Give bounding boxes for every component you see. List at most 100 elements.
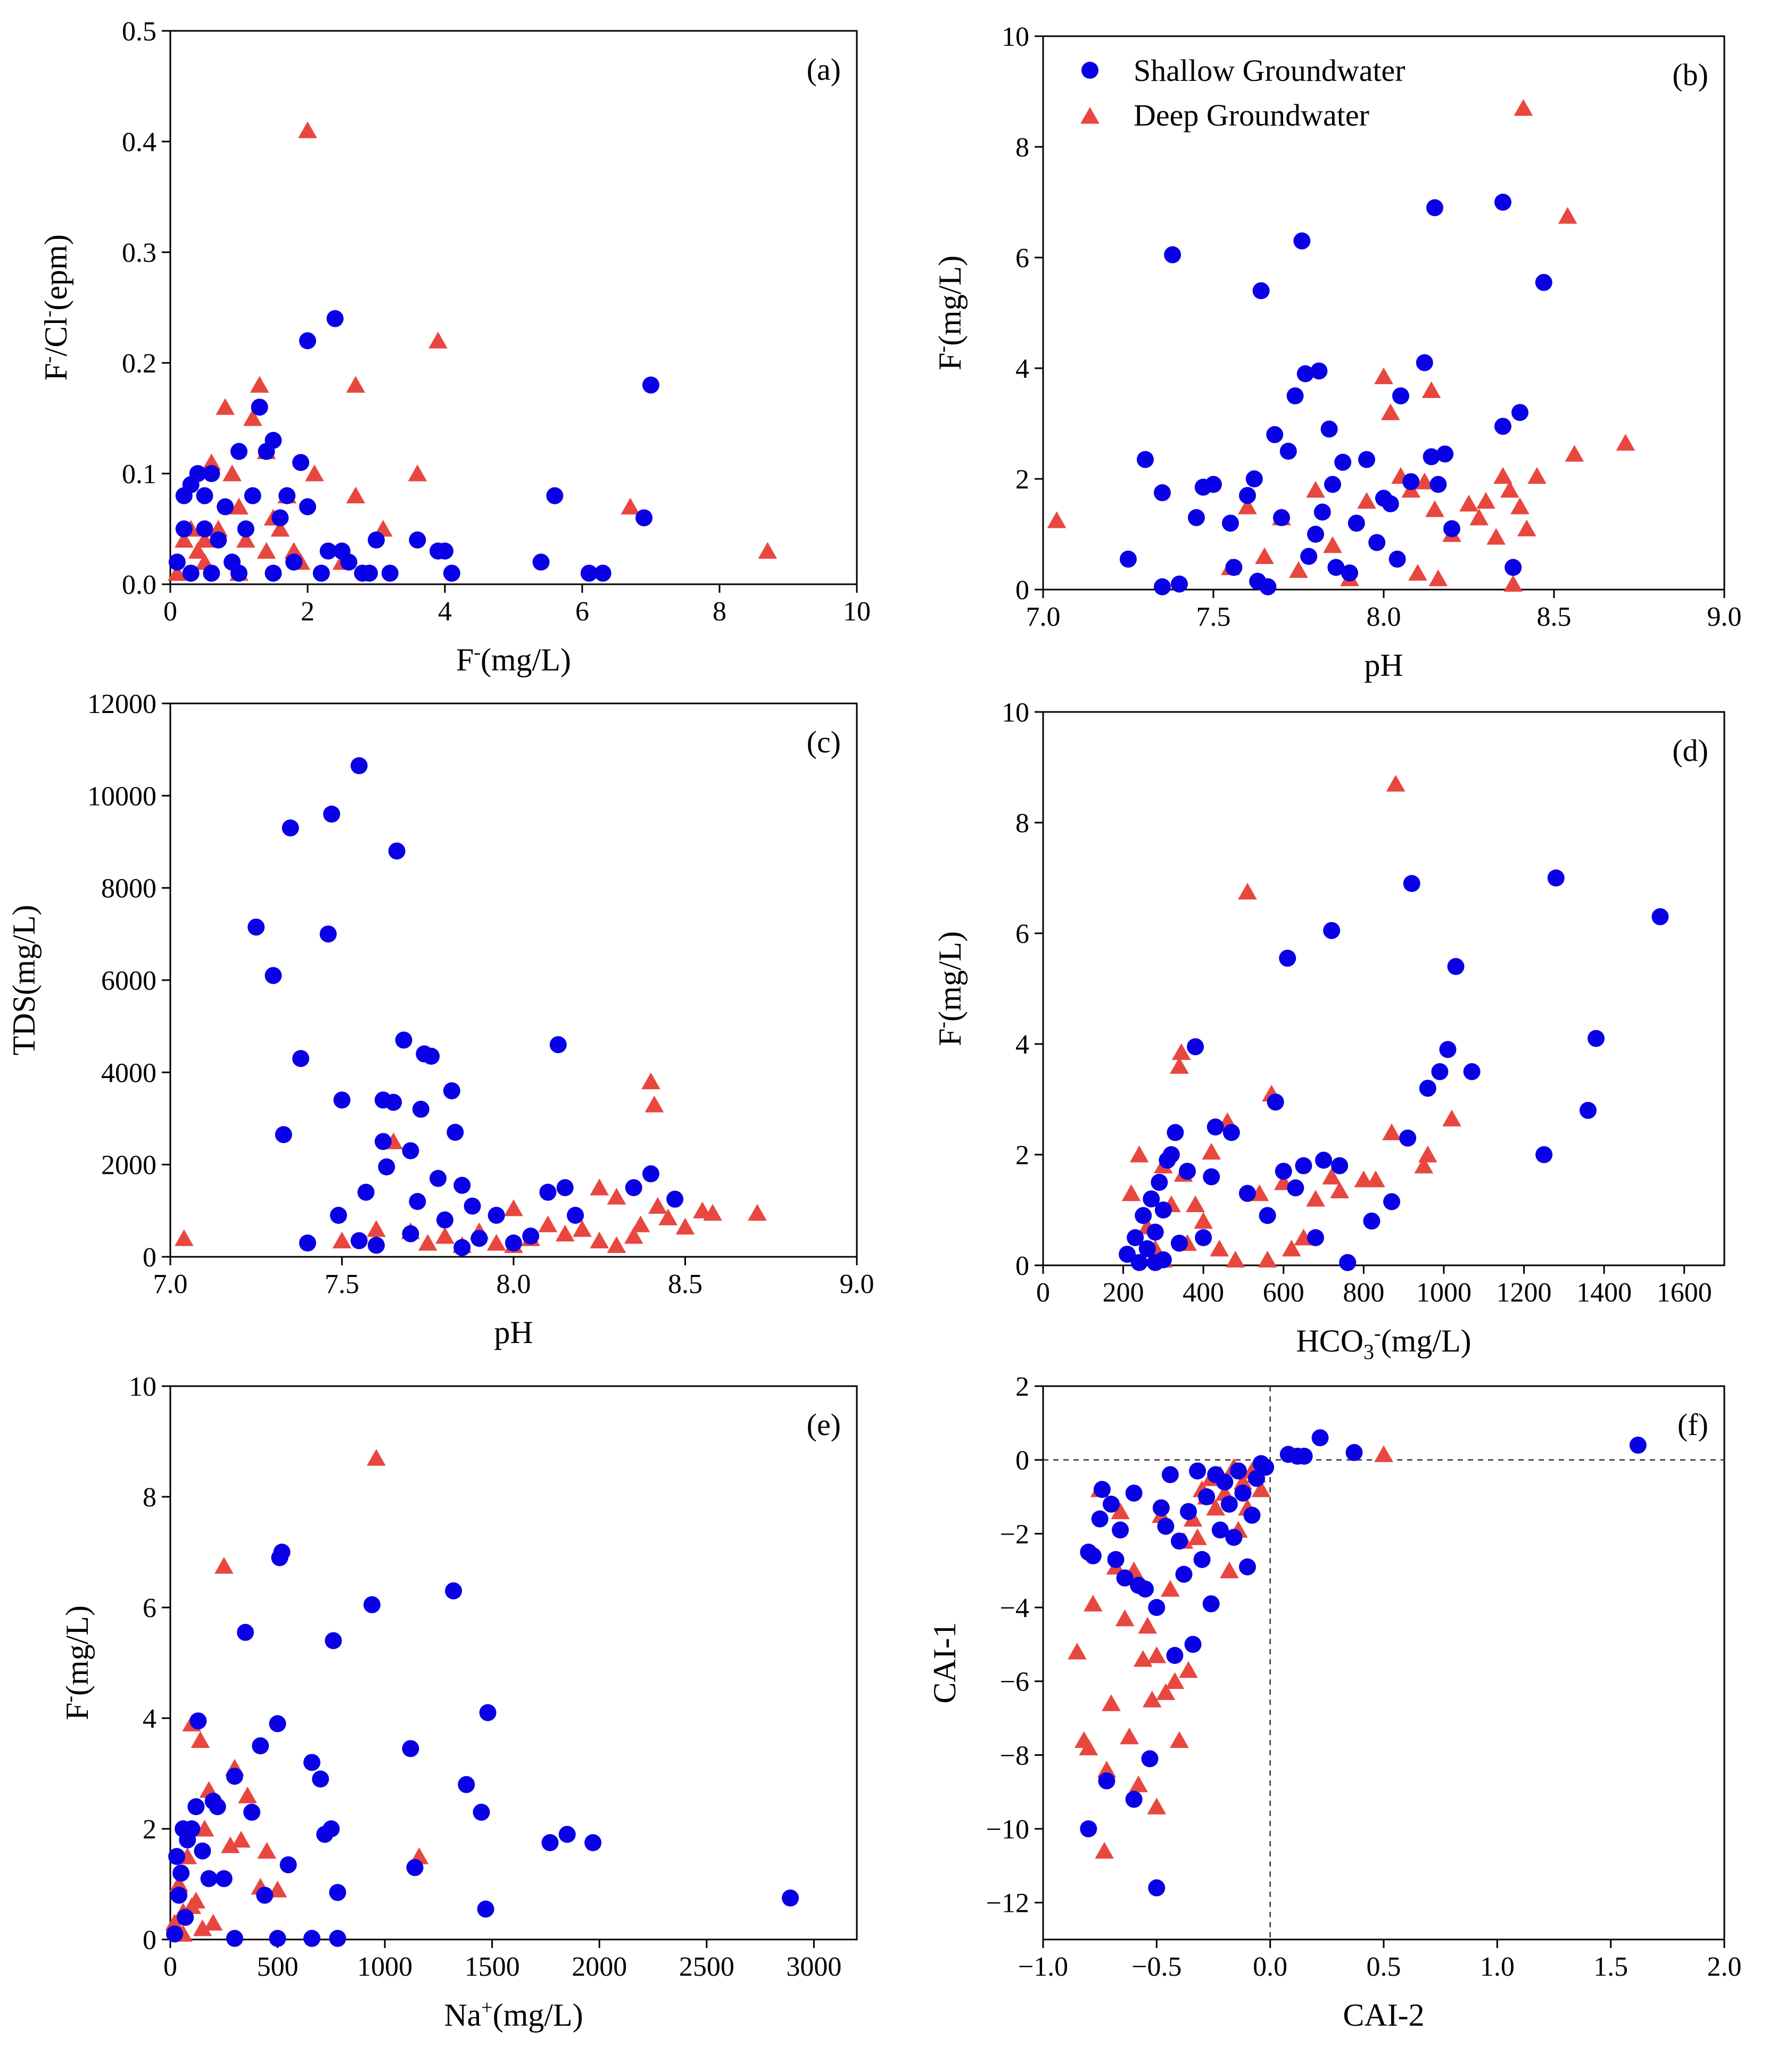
data-point-deep (1408, 563, 1427, 581)
data-point-deep (236, 531, 255, 548)
y-axis-label: F-(mg/L) (59, 1605, 95, 1720)
data-point-deep (203, 1913, 223, 1931)
data-point-shallow (1206, 1118, 1224, 1136)
data-point-shallow (312, 1770, 329, 1788)
data-point-shallow (1443, 520, 1460, 537)
x-tick-label: 10 (843, 596, 871, 627)
y-axis-label-group: F-(mg/L) (931, 931, 968, 1046)
data-point-deep (1421, 381, 1441, 399)
x-tick-label: 1200 (1497, 1278, 1552, 1308)
data-point-shallow (1348, 515, 1365, 532)
data-point-deep (1171, 1043, 1191, 1060)
data-point-shallow (264, 432, 282, 449)
data-point-shallow (323, 806, 341, 823)
chart-panel-e: 0 500 1000 1500 2000 2500 30000246810Na+(mg/L)… (59, 1372, 858, 2033)
y-tick-label: 0.3 (122, 238, 156, 268)
data-point-shallow (350, 1232, 368, 1249)
data-point-deep (1238, 498, 1257, 515)
data-point-shallow (1307, 526, 1324, 543)
data-point-deep (644, 1096, 664, 1113)
x-tick-label: 1.5 (1593, 1952, 1628, 1982)
data-point-shallow (549, 1036, 567, 1054)
data-point-shallow (194, 1842, 211, 1860)
data-point-deep (1500, 480, 1519, 498)
data-point-shallow (1547, 869, 1565, 886)
data-point-shallow (1279, 443, 1297, 460)
data-point-deep (1503, 575, 1523, 592)
data-point-shallow (1157, 1518, 1175, 1535)
data-point-deep (1120, 1727, 1139, 1745)
data-point-shallow (445, 1582, 462, 1599)
data-point-deep (1386, 775, 1406, 792)
data-point-deep (658, 1208, 678, 1225)
data-point-shallow (443, 1082, 460, 1099)
y-tick-label: 0.4 (122, 127, 156, 158)
data-point-shallow (642, 376, 659, 394)
data-point-shallow (1580, 1101, 1597, 1119)
label-part: - (37, 311, 60, 318)
data-point-shallow (1143, 1190, 1160, 1208)
data-point-shallow (594, 565, 611, 582)
data-point-shallow (1426, 199, 1443, 217)
data-point-deep (624, 1227, 643, 1244)
data-point-shallow (1327, 559, 1345, 576)
data-point-deep (504, 1199, 523, 1216)
data-point-shallow (368, 531, 385, 549)
data-point-shallow (1363, 1212, 1381, 1230)
data-point-deep (590, 1179, 609, 1196)
data-point-shallow (226, 1929, 243, 1947)
data-point-shallow (210, 531, 227, 549)
label-part: - (474, 641, 481, 664)
data-point-shallow (1257, 1458, 1275, 1476)
y-tick-label: −8 (1000, 1741, 1029, 1771)
data-point-deep (1102, 1694, 1121, 1711)
data-point-shallow (1392, 387, 1409, 404)
data-point-shallow (172, 1864, 190, 1882)
data-point-deep (675, 1217, 695, 1235)
y-tick-label: 2 (143, 1814, 156, 1845)
data-point-deep (1165, 1672, 1185, 1689)
y-tick-label: −4 (1000, 1593, 1029, 1623)
data-point-deep (191, 1731, 210, 1748)
label-part: (mg/L) (1381, 1323, 1472, 1358)
data-point-shallow (323, 1820, 340, 1837)
data-point-shallow (1239, 1184, 1256, 1202)
data-point-shallow (1151, 1174, 1168, 1191)
data-point-deep (1558, 207, 1577, 224)
data-point-deep (188, 542, 208, 559)
data-point-deep (257, 542, 276, 559)
y-tick-label: 4 (1015, 354, 1029, 384)
data-point-deep (298, 121, 317, 138)
data-point-shallow (237, 1623, 254, 1641)
data-point-deep (367, 1220, 386, 1237)
label-part: (mg/L) (481, 642, 571, 677)
data-point-deep (1289, 561, 1308, 578)
data-point-deep (222, 465, 242, 482)
data-point-shallow (625, 1179, 642, 1196)
data-point-shallow (1107, 1551, 1125, 1568)
data-point-shallow (170, 1886, 188, 1904)
data-point-shallow (1331, 1157, 1349, 1174)
data-point-shallow (200, 1870, 218, 1887)
x-tick-label: 800 (1343, 1278, 1384, 1308)
data-point-shallow (350, 757, 368, 774)
data-point-deep (284, 542, 304, 559)
data-point-shallow (247, 918, 265, 936)
y-axis-label-group: CAI-1 (927, 1622, 962, 1703)
data-point-deep (1354, 1170, 1374, 1188)
data-point-deep (607, 1188, 626, 1205)
y-tick-label: 0 (143, 1925, 156, 1955)
data-point-deep (1188, 1528, 1207, 1545)
data-point-deep (165, 1913, 184, 1931)
data-point-deep (1170, 1731, 1189, 1748)
data-point-deep (1129, 1775, 1148, 1793)
label-part: 3 (1363, 1340, 1374, 1364)
data-point-shallow (1399, 1129, 1417, 1147)
data-point-shallow (1323, 922, 1341, 939)
data-point-shallow (1195, 1229, 1212, 1246)
x-tick-label: 0 (1036, 1278, 1050, 1308)
x-axis-label: CAI-2 (1343, 1998, 1424, 2033)
data-point-deep (1616, 434, 1635, 451)
series-deep (1047, 99, 1635, 592)
